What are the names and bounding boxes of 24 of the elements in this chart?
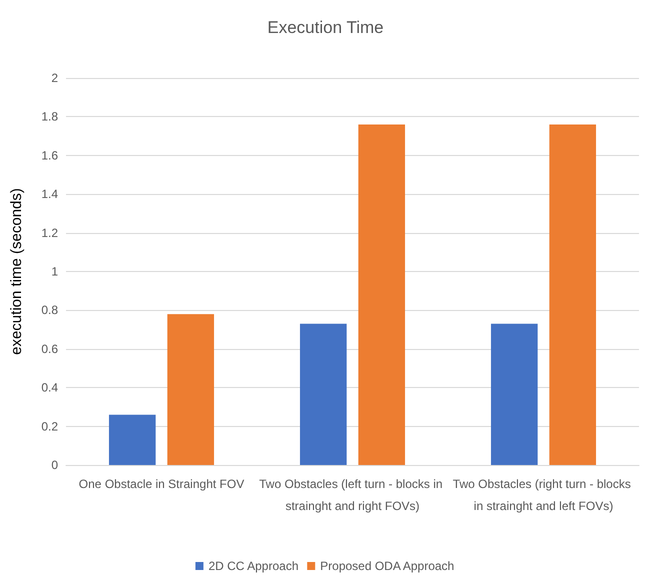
x-tick-label: One Obstacle in Strainght FOV bbox=[78, 477, 244, 491]
bar bbox=[490, 324, 538, 465]
y-tick-label: 0 bbox=[51, 458, 58, 472]
legend-label: Proposed ODA Approach bbox=[320, 559, 454, 573]
y-axis-title: execution time (seconds) bbox=[8, 188, 25, 355]
bar bbox=[108, 414, 156, 465]
legend-label: 2D CC Approach bbox=[208, 559, 298, 573]
y-tick-label: 1.2 bbox=[41, 226, 58, 240]
y-tick-label: 0.8 bbox=[41, 303, 58, 318]
y-tick-label: 1.8 bbox=[41, 110, 58, 124]
bar bbox=[358, 124, 406, 465]
bar bbox=[549, 124, 596, 465]
bar bbox=[167, 314, 214, 465]
y-tick-label: 1.6 bbox=[41, 148, 58, 162]
bar bbox=[300, 324, 347, 465]
y-tick-label: 0.2 bbox=[41, 419, 58, 434]
y-tick-label: 0.4 bbox=[41, 380, 58, 395]
chart-title: Execution Time bbox=[267, 18, 384, 37]
y-tick-label: 1 bbox=[51, 264, 58, 278]
x-tick-label: Two Obstacles (left turn - blocks in strainght and right FOVs) bbox=[259, 477, 446, 513]
y-tick-label: 1.4 bbox=[41, 187, 58, 202]
y-tick-label: 2 bbox=[51, 71, 58, 85]
y-tick-label: 0.6 bbox=[41, 342, 58, 356]
x-tick-label: Two Obstacles (right turn - blocks in strainght and left FOVs) bbox=[452, 477, 634, 513]
